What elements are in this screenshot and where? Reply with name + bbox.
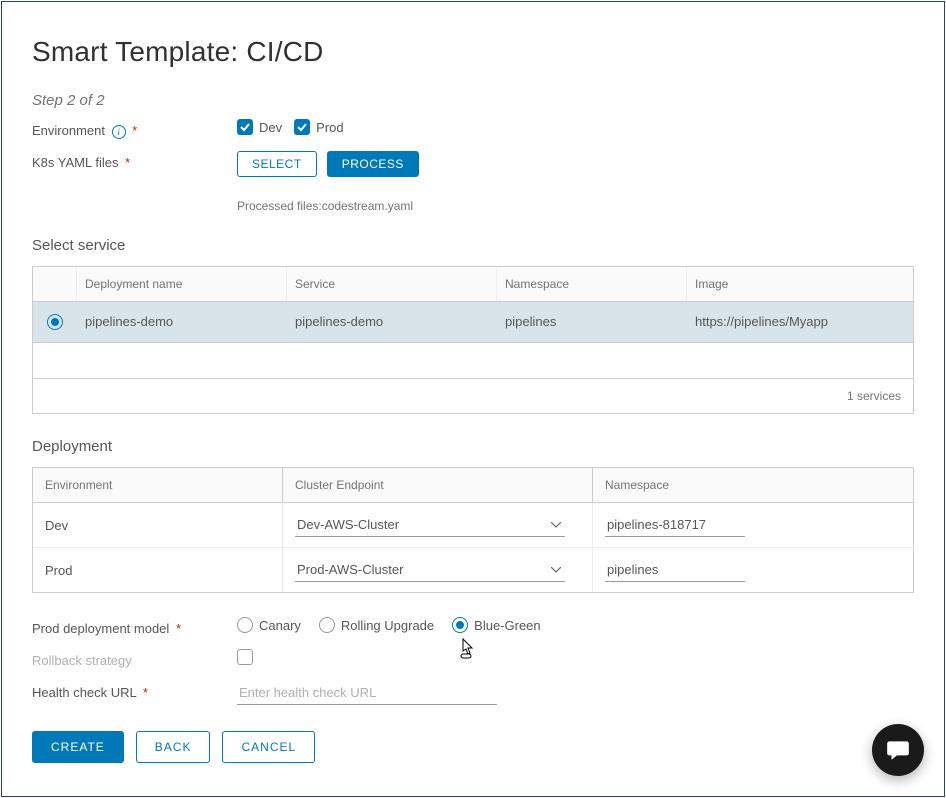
col-deployment-name: Deployment name [77,267,287,301]
required-mark: * [125,155,130,170]
required-mark: * [176,621,181,636]
deployment-row-prod: Prod Prod-AWS-Cluster [33,548,913,592]
info-icon[interactable]: i [112,125,126,139]
checkbox-checked-icon [237,119,253,135]
cell-deployment: pipelines-demo [77,302,287,342]
prod-model-row: Prod deployment model * Canary Rolling U… [32,617,914,641]
step-indicator: Step 2 of 2 [32,92,914,109]
row-radio-selected[interactable] [47,314,63,330]
radio-bluegreen-label: Blue-Green [474,618,540,633]
env-dev-checkbox[interactable]: Dev [237,119,282,135]
service-table-empty-row [33,343,913,379]
select-service-heading: Select service [32,237,914,254]
smart-template-dialog: Smart Template: CI/CD Step 2 of 2 Enviro… [1,1,945,797]
deployment-table: Environment Cluster Endpoint Namespace D… [32,467,914,593]
back-button[interactable]: BACK [136,731,211,763]
chat-icon [885,737,911,763]
env-prod-label: Prod [316,120,343,135]
dep-env-prod: Prod [33,548,283,592]
page-title: Smart Template: CI/CD [32,36,914,68]
dep-env-dev: Dev [33,503,283,547]
radio-canary-label: Canary [259,618,301,633]
cell-image: https://pipelines/Myapp [687,302,913,342]
health-row: Health check URL * [32,681,914,705]
env-dev-label: Dev [259,120,282,135]
required-mark: * [132,123,137,138]
dev-namespace-input[interactable] [605,513,745,537]
checkbox-checked-icon [294,119,310,135]
rollback-row: Rollback strategy [32,649,914,673]
prod-namespace-input[interactable] [605,558,745,582]
service-table-row[interactable]: pipelines-demo pipelines-demo pipelines … [33,302,913,343]
env-prod-checkbox[interactable]: Prod [294,119,343,135]
deployment-heading: Deployment [32,438,914,455]
cancel-button[interactable]: CANCEL [222,731,315,763]
col-ns: Namespace [593,468,913,502]
service-table: Deployment name Service Namespace Image … [32,266,914,414]
footer-buttons: CREATE BACK CANCEL [32,731,914,763]
create-button[interactable]: CREATE [32,731,124,763]
cell-service: pipelines-demo [287,302,497,342]
radio-icon [237,617,253,633]
k8s-row: K8s YAML files * SELECT PROCESS Processe… [32,151,914,213]
radio-canary[interactable]: Canary [237,617,301,633]
cell-namespace: pipelines [497,302,687,342]
required-mark: * [143,685,148,700]
service-table-header: Deployment name Service Namespace Image [33,267,913,302]
col-namespace: Namespace [497,267,687,301]
col-image: Image [687,267,913,301]
environment-label: Environment i * [32,119,237,139]
col-service: Service [287,267,497,301]
radio-icon [319,617,335,633]
radio-rolling-upgrade[interactable]: Rolling Upgrade [319,617,434,633]
radio-blue-green[interactable]: Blue-Green [452,617,540,633]
chat-fab[interactable] [872,724,924,776]
dev-cluster-select[interactable]: Dev-AWS-Cluster [295,513,565,537]
select-button[interactable]: SELECT [237,151,317,177]
process-button[interactable]: PROCESS [327,151,419,177]
prod-cluster-select[interactable]: Prod-AWS-Cluster [295,558,565,582]
health-check-input[interactable] [237,681,497,705]
k8s-label: K8s YAML files * [32,151,237,170]
col-cluster: Cluster Endpoint [283,468,593,502]
radio-rolling-label: Rolling Upgrade [341,618,434,633]
rollback-label: Rollback strategy [32,649,237,668]
radio-icon-selected [452,617,468,633]
prod-model-label: Prod deployment model * [32,617,237,636]
deployment-table-header: Environment Cluster Endpoint Namespace [33,468,913,503]
deployment-row-dev: Dev Dev-AWS-Cluster [33,503,913,548]
col-env: Environment [33,468,283,502]
rollback-checkbox[interactable] [237,649,253,665]
health-label: Health check URL * [32,681,237,700]
processed-files-text: Processed files:codestream.yaml [237,199,413,213]
environment-row: Environment i * Dev Prod [32,119,914,143]
service-table-footer: 1 services [33,379,913,413]
